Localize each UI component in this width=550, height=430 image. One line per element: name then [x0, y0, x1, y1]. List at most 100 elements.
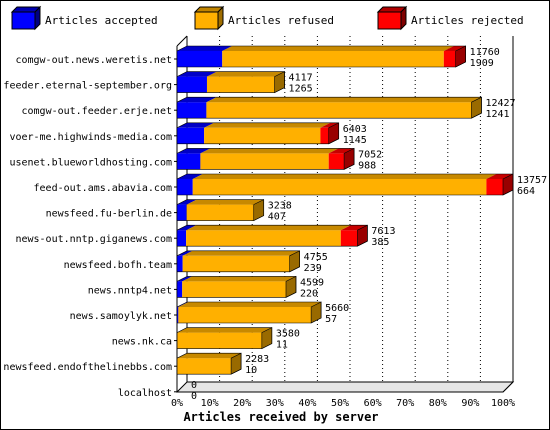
bar-refused-top: [186, 199, 264, 205]
x-tick-label: 80%: [429, 398, 447, 409]
category-label: newsfeed.endofthelinebbs.com: [3, 362, 172, 373]
category-labels: comgw-out.news.weretis.net feeder.eternal…: [3, 55, 177, 399]
legend-item-rejected: Articles rejected: [376, 5, 524, 31]
value-label-total: 4599: [300, 277, 324, 288]
bar-rejected-top: [340, 225, 368, 231]
bar-accepted: [177, 76, 207, 93]
bar-outline: [176, 224, 368, 247]
bar-rejected-top: [486, 174, 513, 179]
value-label-total: 2283: [245, 354, 269, 365]
legend: Articles accepted Articles refused Artic…: [10, 5, 524, 31]
bar-rejected: [320, 127, 329, 144]
bar-refused-top: [177, 353, 242, 359]
bar-accepted: [177, 230, 187, 247]
value-label-accepted: 1265: [289, 84, 313, 95]
legend-item-accepted: Articles accepted: [10, 5, 158, 31]
bar-accepted: [177, 281, 183, 298]
bar-outline: [176, 71, 285, 93]
value-label-accepted: 239: [304, 263, 322, 274]
value-label-accepted: 11: [276, 340, 288, 351]
category-label: comgw-out.news.weretis.net: [15, 55, 172, 66]
bar-accepted-top: [177, 174, 203, 179]
value-label-total: 3238: [268, 201, 292, 212]
value-label-accepted: 1241: [485, 109, 509, 120]
x-tick-label: 10%: [201, 398, 219, 409]
bar-rejected: [486, 179, 503, 195]
x-tick-label: 60%: [364, 398, 382, 409]
value-label-accepted: 385: [371, 237, 389, 248]
value-label-total: 6403: [343, 124, 367, 135]
bar-refused-top: [206, 71, 285, 77]
bar-outline: [176, 276, 297, 298]
category-label: newsfeed.bofh.team: [64, 260, 172, 271]
bar-accepted: [177, 307, 179, 323]
value-label-total: 0: [191, 380, 197, 391]
bar-accepted: [177, 102, 207, 119]
bar-refused: [206, 102, 472, 119]
category-label: news-out.nntp.giganews.com: [15, 234, 172, 245]
category-label: news.samoylyk.net: [70, 311, 172, 322]
bar-outline: [176, 250, 300, 273]
bar-accepted-top: [177, 225, 197, 231]
bar-refused-top: [182, 276, 296, 282]
bar-outline: [176, 45, 466, 68]
bar-refused: [192, 179, 487, 195]
value-label-accepted: 10: [245, 365, 257, 376]
bar-refused-top: [200, 148, 339, 154]
bar-refused-top: [204, 122, 331, 128]
value-label-total: 7052: [358, 149, 382, 160]
category-label: usenet.blueworldhosting.com: [9, 157, 172, 168]
bar-refused: [222, 51, 444, 67]
x-tick-label: 30%: [266, 398, 284, 409]
x-tick-label: 50%: [331, 398, 349, 409]
bars: [176, 45, 514, 375]
x-tick-label: 70%: [396, 398, 414, 409]
x-tick-label: 0%: [171, 398, 183, 409]
bar-accepted: [177, 127, 205, 144]
value-label-accepted: 988: [358, 160, 376, 171]
x-axis-title: Articles received by server: [183, 410, 378, 424]
x-tick-label: 20%: [233, 398, 251, 409]
value-label-accepted: 0: [191, 391, 197, 402]
bar-rejected: [340, 230, 358, 247]
bar-accepted-top: [177, 71, 217, 77]
bar-outline: [176, 148, 355, 170]
bar-refused-top: [192, 174, 497, 179]
value-label-total: 4755: [304, 252, 328, 263]
value-label-accepted: 1909: [470, 58, 494, 69]
category-label: localhost: [118, 388, 172, 399]
value-label-total: 3580: [276, 329, 300, 340]
bar-outline: [176, 96, 482, 119]
bar-rejected: [328, 153, 345, 170]
category-label: feeder.eternal-september.org: [3, 81, 172, 92]
bar-accepted: [177, 51, 223, 67]
value-label-total: 12427: [485, 98, 515, 109]
bar-refused-top: [182, 250, 300, 256]
bar-accepted-top: [177, 199, 197, 205]
legend-swatch-rejected: [377, 11, 402, 30]
bar-outline: [176, 173, 514, 196]
x-tick-label: 100%: [491, 398, 515, 409]
legend-swatch-refused: [194, 11, 219, 30]
value-label-accepted: 57: [325, 314, 337, 325]
bar-refused-top: [186, 225, 351, 231]
value-label-total: 11760: [470, 47, 500, 58]
bar-refused-top: [206, 97, 482, 103]
bar-outline: [176, 301, 322, 324]
bar-refused: [182, 255, 290, 272]
category-label: voer-me.highwinds-media.com: [9, 132, 172, 143]
value-label-accepted: 1145: [343, 135, 367, 146]
category-label: news.nk.ca: [112, 337, 172, 348]
bar-accepted: [177, 255, 183, 272]
plot-floor: [175, 381, 515, 393]
bar-outline: [176, 352, 242, 375]
bar-rejected: [443, 51, 456, 67]
bar-refused-top: [177, 327, 272, 333]
bar-refused: [178, 307, 312, 323]
legend-swatch-accepted: [11, 11, 36, 30]
bar-refused: [200, 153, 329, 170]
bar-refused-top: [222, 46, 454, 51]
bar-accepted-top: [177, 46, 233, 51]
bar-accepted-top: [177, 97, 217, 103]
